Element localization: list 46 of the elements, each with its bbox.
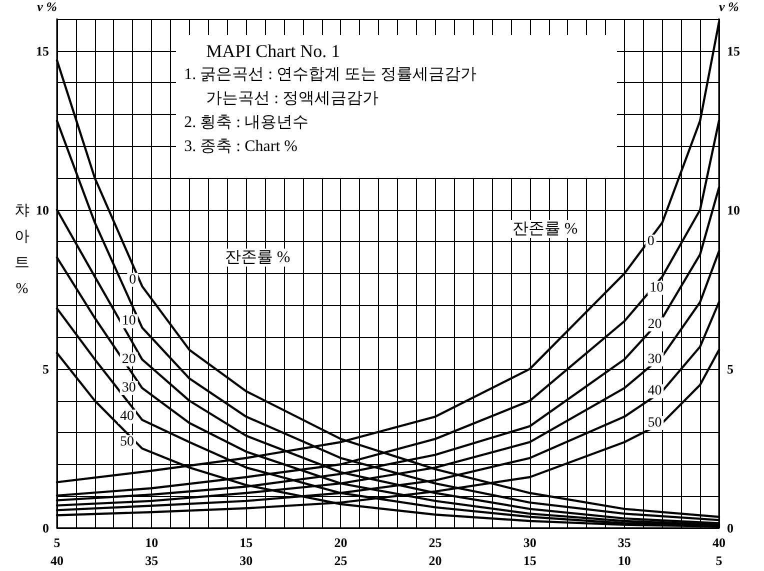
chart-title: MAPI Chart No. 1	[206, 40, 340, 61]
annotation: 잔존률 %	[224, 249, 290, 266]
annotation: 잔존률 %	[512, 220, 578, 238]
x-tick-label: 5	[54, 535, 61, 550]
x-tick-label: 20	[334, 535, 348, 550]
x2-tick-label: 15	[523, 553, 537, 568]
x2-tick-label: 10	[618, 553, 631, 568]
y2-tick-label: 0	[727, 520, 734, 536]
annotation: 1. 굵은곡선 : 연수합계 또는 정률세금감가	[184, 64, 478, 85]
x-tick-label: 40	[712, 535, 726, 550]
annotation: 30	[122, 380, 136, 396]
x-tick-label: 25	[428, 535, 442, 550]
annotation: 가는곡선 : 정액세금감가	[205, 88, 380, 109]
y2-tick-label: 5	[727, 361, 734, 376]
x2-tick-label: 30	[240, 553, 253, 568]
x2-tick-label: 5	[716, 553, 723, 568]
annotation: 0	[647, 234, 654, 250]
annotation: 20	[648, 316, 662, 332]
y-tick-label: 5	[42, 361, 50, 376]
annotation: 2. 횡축 : 내용년수	[184, 112, 310, 133]
x2-tick-label: 20	[428, 553, 442, 568]
y-axis-title: 챠아트 %	[14, 203, 30, 297]
x-tick-label: 30	[523, 535, 536, 550]
annotation: 30	[648, 352, 662, 367]
x-tick-label: 35	[618, 535, 632, 550]
annotation: 20	[122, 352, 136, 367]
y2-axis-title: v %	[719, 0, 740, 14]
annotation: 10	[650, 280, 664, 296]
x2-tick-label: 25	[334, 553, 348, 568]
annotation: 3. 종축 : Chart %	[184, 136, 298, 157]
x2-tick-label: 40	[50, 553, 64, 568]
y-tick-label: 0	[42, 520, 49, 536]
annotation: 10	[122, 314, 136, 329]
x-tick-label: 10	[145, 535, 158, 550]
annotation: 0	[129, 272, 136, 288]
annotation: 40	[648, 384, 662, 399]
annotation: 50	[648, 416, 662, 431]
y-tick-label: 15	[36, 43, 50, 58]
x-tick-label: 15	[240, 535, 254, 550]
y2-tick-label: 10	[727, 202, 740, 218]
annotation: 40	[120, 409, 134, 424]
y-tick-label: 10	[36, 202, 49, 218]
annotation: 50	[120, 434, 134, 450]
y2-tick-label: 15	[727, 43, 740, 58]
x2-tick-label: 35	[145, 553, 159, 568]
text: v %	[37, 0, 57, 14]
